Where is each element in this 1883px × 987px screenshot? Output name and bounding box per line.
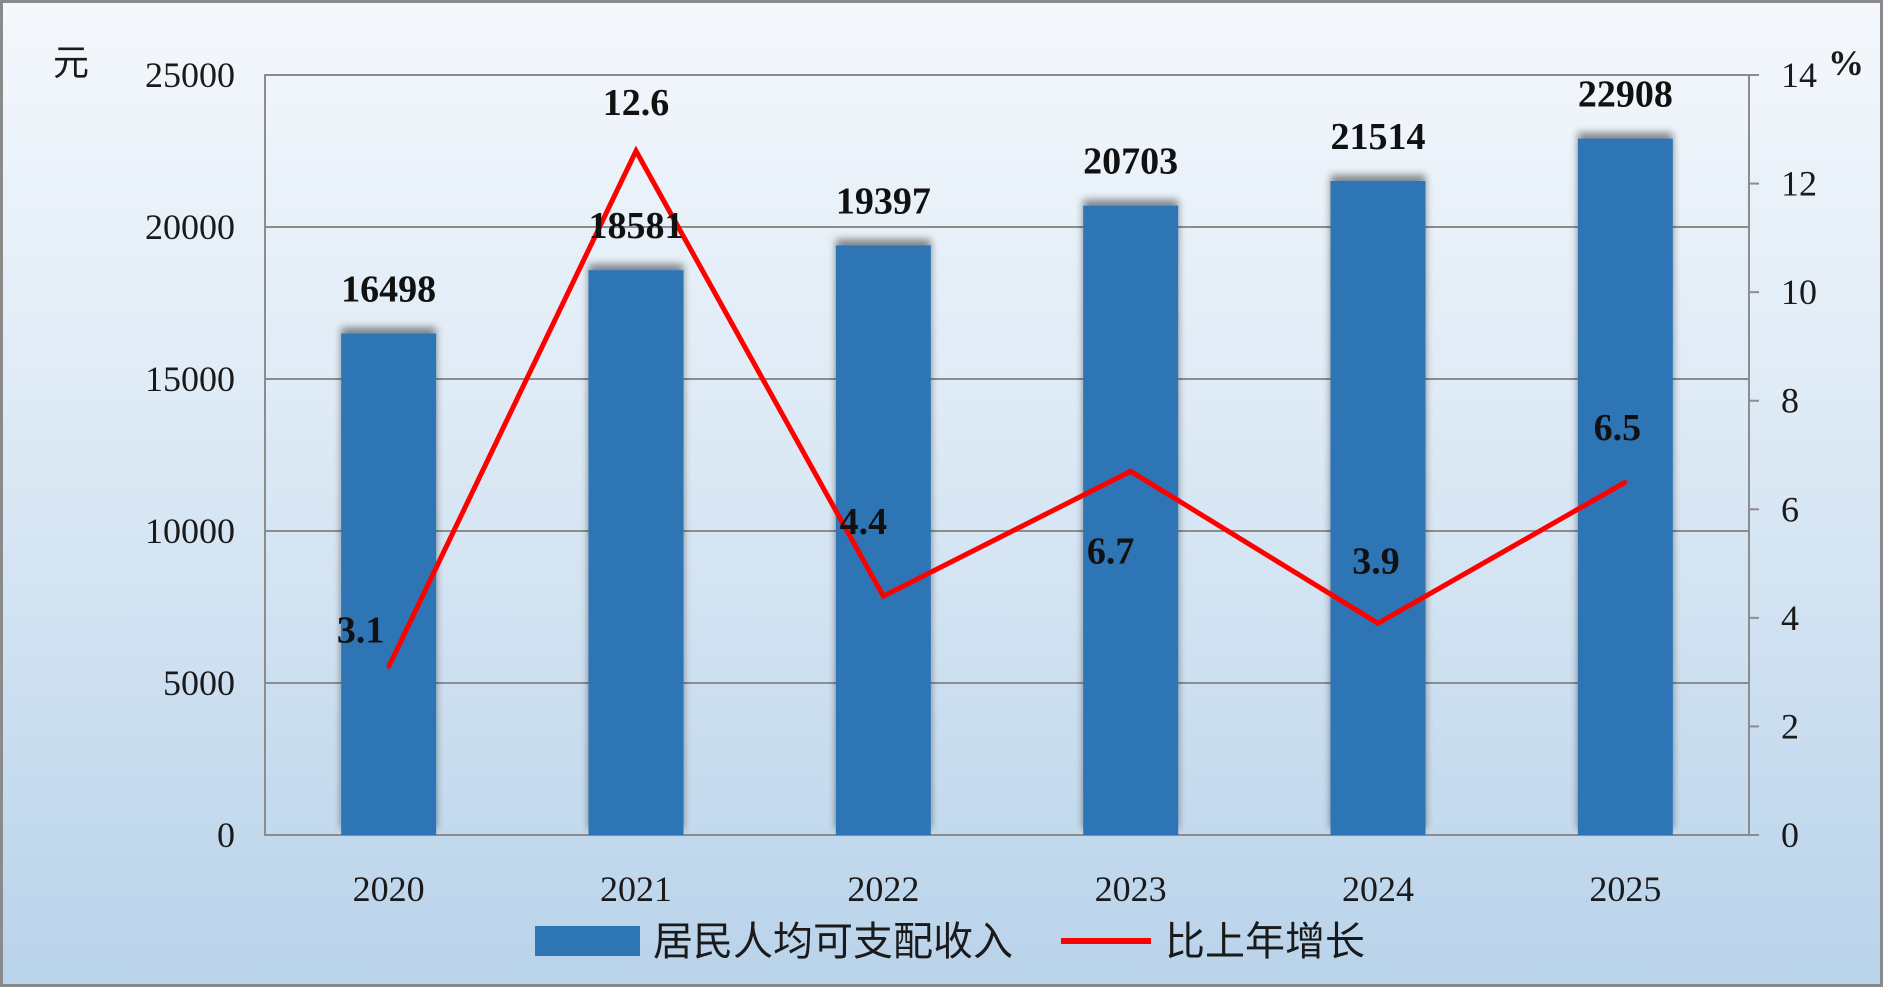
line-value-label: 6.5 (1594, 407, 1642, 449)
right-tick-label: 6 (1781, 489, 1799, 529)
combo-chart: 0 5000 10000 15000 20000 25000 0 2 4 6 8 10 12 14 20… (53, 43, 1864, 964)
line-value-label: 3.1 (337, 610, 385, 652)
right-tick-label: 4 (1781, 598, 1799, 638)
left-tick-label: 25000 (145, 55, 235, 95)
right-axis-unit: % (1828, 43, 1864, 83)
line-value-label: 12.6 (603, 82, 670, 124)
x-tick-label: 2024 (1342, 869, 1414, 909)
income-bar (588, 270, 684, 836)
right-tick-label: 10 (1781, 272, 1817, 312)
x-tick-label: 2022 (847, 869, 919, 909)
legend: 居民人均可支配收入 比上年增长 (535, 919, 1365, 964)
growth-point (1623, 480, 1628, 485)
right-tick-label: 12 (1781, 164, 1817, 204)
bar-value-label: 16498 (341, 268, 436, 310)
right-y-axis: 0 2 4 6 8 10 12 14 (1748, 55, 1817, 855)
x-axis: 2020 2021 2022 2023 2024 2025 (353, 869, 1662, 909)
income-bar (1083, 205, 1179, 836)
left-axis-unit: 元 (53, 43, 89, 83)
left-tick-label: 0 (217, 815, 235, 855)
right-tick-label: 2 (1781, 706, 1799, 746)
left-y-axis: 0 5000 10000 15000 20000 25000 (145, 55, 235, 855)
data-labels: 16498 18581 19397 20703 21514 22908 3.1 12.6 4.4… (337, 74, 1673, 652)
left-tick-label: 5000 (163, 663, 235, 703)
x-tick-label: 2025 (1589, 869, 1661, 909)
bar-value-label: 21514 (1331, 116, 1426, 158)
left-tick-label: 10000 (145, 511, 235, 551)
right-tick-label: 8 (1781, 381, 1799, 421)
bar-value-label: 20703 (1083, 141, 1178, 183)
x-tick-label: 2020 (353, 869, 425, 909)
income-bar (1577, 138, 1673, 835)
growth-point (634, 149, 638, 153)
x-tick-label: 2021 (600, 869, 672, 909)
growth-point (1128, 469, 1133, 474)
legend-bar-swatch (535, 926, 640, 956)
income-bars (341, 138, 1673, 836)
growth-point (881, 594, 886, 599)
growth-point (1376, 621, 1380, 626)
income-bar (1330, 180, 1426, 836)
growth-polyline (386, 145, 1627, 668)
left-tick-label: 15000 (145, 359, 235, 399)
bar-value-label: 22908 (1578, 74, 1673, 116)
growth-line (386, 145, 1628, 669)
legend-bar-label: 居民人均可支配收入 (653, 919, 1013, 964)
left-tick-label: 20000 (145, 207, 235, 247)
bar-value-label: 18581 (589, 205, 684, 247)
line-value-label: 6.7 (1087, 530, 1135, 572)
line-value-label: 4.4 (840, 501, 888, 543)
right-tick-label: 0 (1781, 815, 1799, 855)
bar-value-label: 19397 (836, 180, 931, 222)
line-value-label: 3.9 (1352, 540, 1400, 582)
x-tick-label: 2023 (1095, 869, 1167, 909)
legend-line-label: 比上年增长 (1165, 919, 1365, 964)
income-bar (341, 333, 437, 835)
right-tick-label: 14 (1781, 55, 1817, 95)
growth-point (386, 664, 391, 669)
